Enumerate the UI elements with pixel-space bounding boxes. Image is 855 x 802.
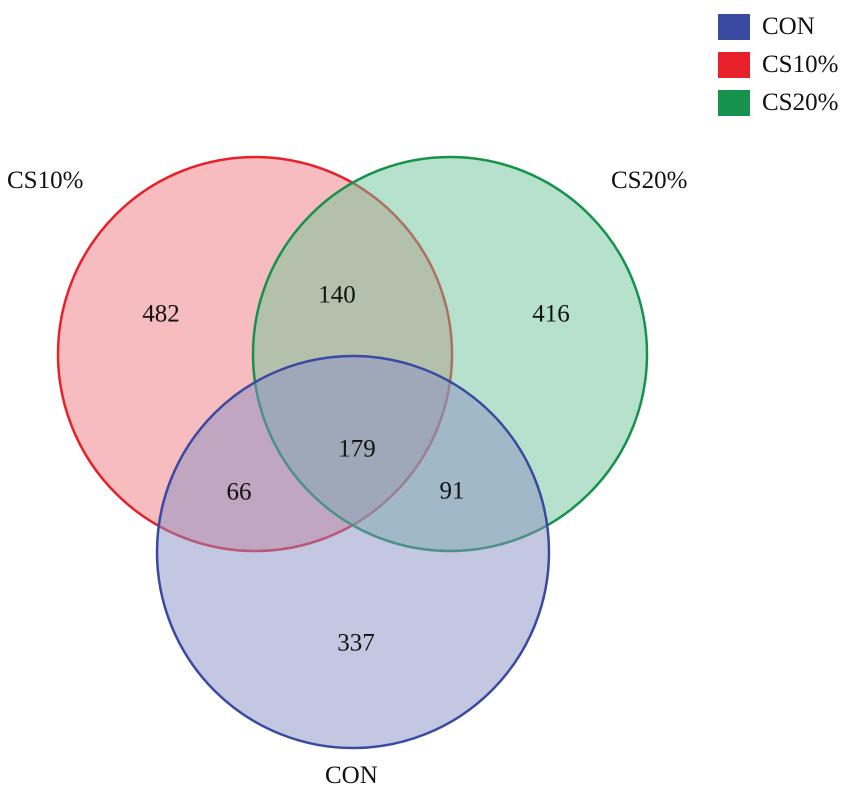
legend: CON CS10% CS20% xyxy=(718,8,838,122)
legend-swatch-cs10 xyxy=(718,52,750,78)
region-con-only-count: 337 xyxy=(337,630,375,657)
legend-label-con: CON xyxy=(762,13,815,40)
region-cs10-only-count: 482 xyxy=(142,301,180,328)
circle-con xyxy=(155,354,551,750)
region-cs20-only-count: 416 xyxy=(532,301,570,328)
set-label-cs20: CS20% xyxy=(611,167,688,194)
legend-swatch-con xyxy=(718,14,750,40)
legend-swatch-cs20 xyxy=(718,90,750,116)
legend-label-cs10: CS10% xyxy=(762,51,839,78)
region-cs20-con-count: 91 xyxy=(440,478,465,505)
region-cs10-con-count: 66 xyxy=(227,479,252,506)
legend-label-cs20: CS20% xyxy=(762,89,839,116)
legend-item-cs20: CS20% xyxy=(718,84,838,122)
region-cs10-cs20-count: 140 xyxy=(318,282,356,309)
set-label-cs10: CS10% xyxy=(7,167,84,194)
set-label-con: CON xyxy=(325,762,378,789)
region-all-three-count: 179 xyxy=(338,436,376,463)
legend-item-cs10: CS10% xyxy=(718,46,838,84)
legend-item-con: CON xyxy=(718,8,838,46)
